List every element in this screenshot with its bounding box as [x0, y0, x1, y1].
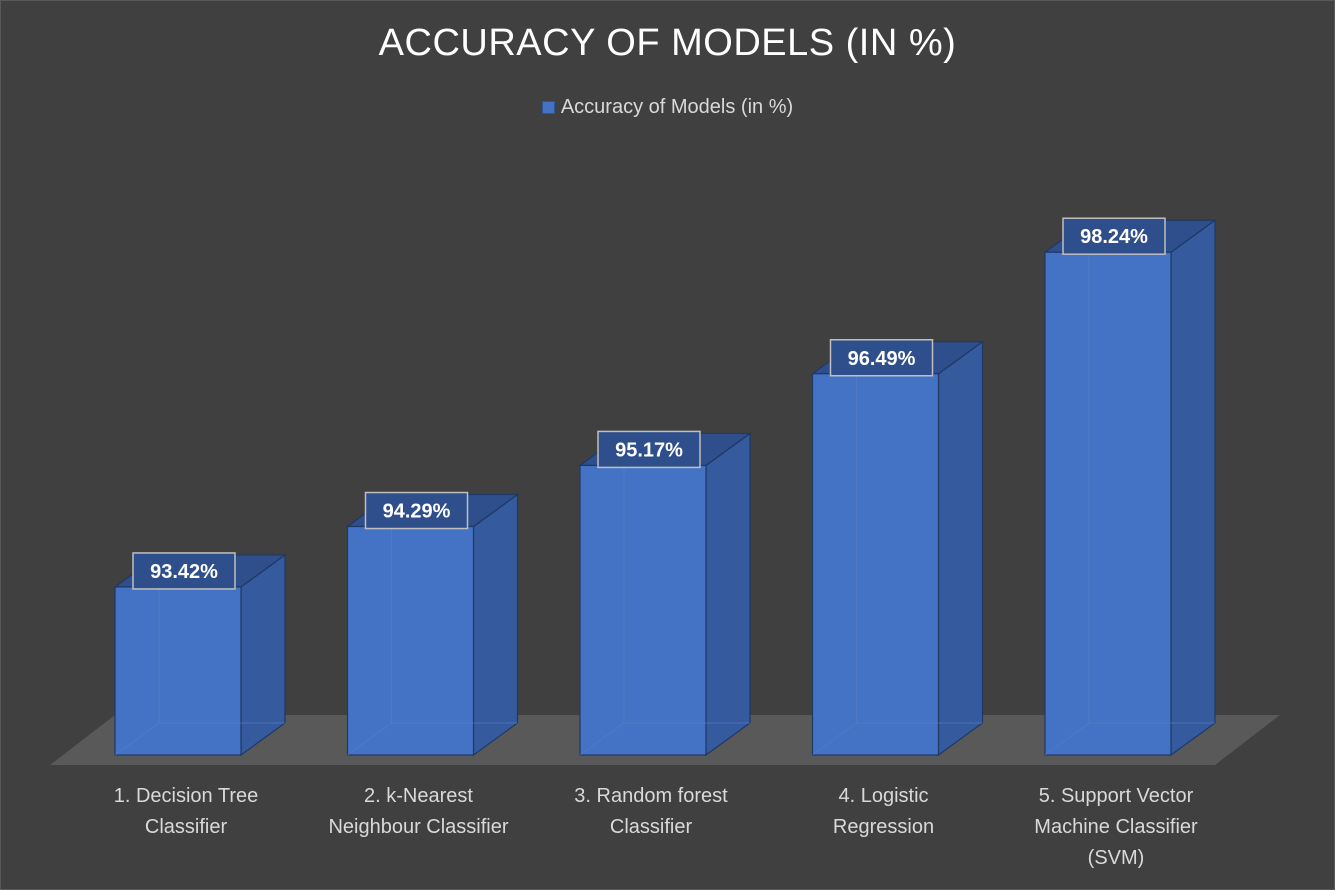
- x-tick-label-line: Neighbour Classifier: [328, 816, 509, 838]
- data-label-text: 95.17%: [615, 439, 683, 461]
- x-tick-label-line: 5. Support Vector: [1038, 785, 1194, 807]
- x-tick-label: 1. Decision Tree Classifier: [76, 781, 296, 843]
- x-tick-label-line: 2. k-Nearest: [364, 785, 473, 807]
- legend-label: Accuracy of Models (in %): [560, 96, 794, 118]
- x-tick-label-line: 4. Logistic: [838, 785, 929, 807]
- data-label-text: 98.24%: [1080, 226, 1148, 248]
- x-tick-label-line: Regression: [832, 816, 935, 838]
- bar-side: [937, 340, 984, 757]
- chart-title: ACCURACY OF MODELS (IN %): [378, 22, 957, 64]
- x-tick-label: 3. Random forest Classifier: [541, 781, 761, 843]
- x-tick-label-line: 1. Decision Tree: [113, 785, 259, 807]
- bar: [345, 493, 520, 757]
- legend-swatch: [541, 101, 555, 114]
- data-labels: 93.42% 94.29% 95.17% 96.49% 98.24%: [132, 217, 1166, 590]
- data-label-text: 96.49%: [848, 348, 916, 370]
- bar-front: [346, 525, 475, 756]
- data-label-text: 94.29%: [383, 501, 451, 523]
- x-tick-label: 2. k-Nearest Neighbour Classifier: [309, 781, 529, 843]
- bar-front: [114, 586, 242, 756]
- x-tick-label-line: 3. Random forest: [574, 785, 728, 807]
- bar-side: [705, 432, 751, 757]
- data-label: 98.24%: [1062, 217, 1166, 255]
- x-tick-label: 4. Logistic Regression: [774, 781, 994, 843]
- data-label-box: [364, 491, 469, 530]
- bar-side: [472, 493, 519, 757]
- bar: [810, 340, 985, 757]
- x-tick-label: 5. Support Vector Machine Classifier (SVM): [1006, 781, 1226, 874]
- legend: Accuracy of Models (in %): [0, 96, 1335, 119]
- bar-front: [811, 373, 940, 756]
- bars: [113, 219, 1217, 757]
- bar: [1043, 219, 1217, 757]
- bar-front: [1044, 251, 1172, 756]
- data-label: 94.29%: [364, 491, 469, 530]
- data-label-text: 93.42%: [150, 561, 218, 583]
- bar-front: [579, 464, 707, 756]
- x-tick-label-line: Classifier: [144, 816, 228, 838]
- data-label-box: [132, 552, 236, 590]
- data-label-box: [1062, 217, 1166, 255]
- x-tick-label-line: Classifier: [609, 816, 693, 838]
- data-label: 95.17%: [597, 430, 701, 469]
- bar-side: [240, 553, 286, 757]
- data-label: 96.49%: [829, 339, 934, 377]
- data-label-box: [597, 430, 701, 469]
- x-tick-label-line: Machine Classifier: [1034, 816, 1198, 838]
- data-label-box: [829, 339, 934, 377]
- x-tick-label-line: (SVM): [1087, 847, 1145, 869]
- bar: [578, 432, 752, 757]
- data-label: 93.42%: [132, 552, 236, 590]
- bar-side: [1170, 219, 1216, 757]
